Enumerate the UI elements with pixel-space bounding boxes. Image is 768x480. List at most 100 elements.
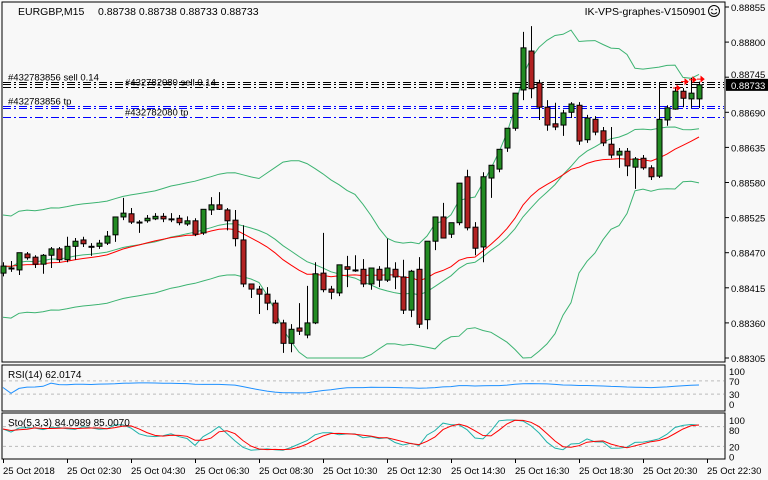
candle [608, 126, 615, 159]
bearish-candle-body [472, 226, 479, 249]
bearish-candle-body [232, 219, 239, 240]
candle [320, 232, 327, 293]
bearish-candle-body [608, 143, 615, 156]
bearish-candle-body [600, 130, 607, 144]
time-tick-label: 25 Oct 2018 [3, 466, 55, 477]
tp-order-label: #432782080 tp [125, 108, 188, 119]
time-tick-label: 25 Oct 02:30 [67, 466, 121, 477]
tp-order-label: #432783856 tp [8, 97, 71, 108]
bearish-candle-body [648, 167, 655, 178]
price-tick-label: 0.88800 [731, 38, 765, 49]
candle [256, 285, 263, 314]
candle [368, 267, 375, 290]
bearish-candle-body [576, 104, 583, 142]
bullish-candle-body [496, 148, 503, 170]
rsi-panel[interactable] [1, 364, 726, 412]
rsi-tick-label: 70 [729, 377, 740, 388]
candle [440, 202, 447, 239]
candle [464, 169, 471, 231]
candle [288, 324, 295, 353]
candle [192, 218, 199, 237]
price-tick-label: 0.88525 [731, 214, 765, 225]
bullish-candle-body [336, 264, 343, 294]
candle [352, 255, 359, 272]
bullish-candle-body [584, 117, 591, 141]
symbol-timeframe: EURGBP,M15 [18, 6, 84, 18]
candle [408, 269, 415, 318]
bullish-candle-body [144, 217, 151, 222]
bullish-candle-body [504, 127, 511, 149]
candle [432, 216, 439, 251]
candle [360, 259, 367, 288]
candle [248, 283, 255, 299]
stochastic-tick-label: 0 [729, 452, 734, 463]
candle [232, 209, 239, 247]
candle [32, 255, 39, 269]
bearish-candle-body [440, 216, 447, 239]
stochastic-panel[interactable] [1, 412, 726, 460]
sell-arrow-icon [673, 84, 681, 92]
bullish-candle-body [16, 252, 23, 271]
candle [528, 26, 535, 99]
candle [544, 100, 551, 131]
bearish-candle-body [296, 327, 303, 332]
candle [264, 287, 271, 311]
bullish-candle-body [120, 212, 127, 218]
bullish-candle-body [96, 242, 103, 247]
candle [552, 102, 559, 131]
candle [240, 225, 247, 288]
candle [616, 148, 623, 168]
price-tick-label: 0.88635 [731, 143, 765, 154]
candle [672, 88, 679, 110]
bearish-candle-body [416, 268, 423, 325]
bullish-candle-body [384, 267, 391, 281]
candle [168, 213, 175, 223]
candle [624, 148, 631, 177]
bullish-candle-body [312, 273, 319, 324]
candle [24, 252, 31, 260]
price-tick-label: 0.88360 [731, 319, 765, 330]
bearish-candle-body [320, 272, 327, 291]
candle [56, 246, 63, 263]
candle [416, 257, 423, 329]
bearish-candle-body [328, 288, 335, 293]
candle [568, 102, 575, 119]
candle [592, 116, 599, 136]
price-tick-label: 0.88745 [731, 70, 765, 81]
bullish-candle-body [352, 269, 359, 272]
bearish-candle-body [400, 276, 407, 311]
candle [480, 172, 487, 263]
expert-name: IK-VPS-graphes-V150901 [585, 6, 707, 18]
candle [96, 239, 103, 249]
bullish-candle-body [616, 150, 623, 156]
bullish-candle-body [72, 240, 79, 247]
candle [312, 262, 319, 325]
bullish-candle-body [104, 235, 111, 244]
stochastic-label: Sto(5,3,3) 84.0989 85.0070 [8, 418, 130, 429]
price-tick-label: 0.88415 [731, 284, 765, 295]
candle [0, 262, 7, 277]
price-panel[interactable]: #432783856 sell 0.14 #432782080 sell 0.14… [0, 1, 726, 363]
time-tick-label: 25 Oct 14:30 [451, 466, 505, 477]
candle [64, 236, 71, 263]
bullish-candle-body [200, 208, 207, 234]
candle [400, 259, 407, 314]
bullish-candle-body [456, 182, 463, 224]
bearish-candle-body [56, 248, 63, 261]
candle [72, 238, 79, 260]
candle [376, 266, 383, 288]
bearish-candle-body [592, 118, 599, 133]
candle [136, 220, 143, 233]
smiley-face-icon[interactable] [708, 5, 720, 17]
bullish-candle-body [688, 92, 695, 100]
rsi-tick-label: 0 [729, 400, 734, 411]
candle [80, 236, 87, 247]
bullish-candle-body [288, 328, 295, 344]
bearish-candle-body [80, 239, 87, 245]
stochastic-panel-border [1, 412, 726, 460]
time-tick-label: 25 Oct 16:30 [515, 466, 569, 477]
candle [632, 156, 639, 189]
bullish-candle-body [88, 245, 95, 248]
